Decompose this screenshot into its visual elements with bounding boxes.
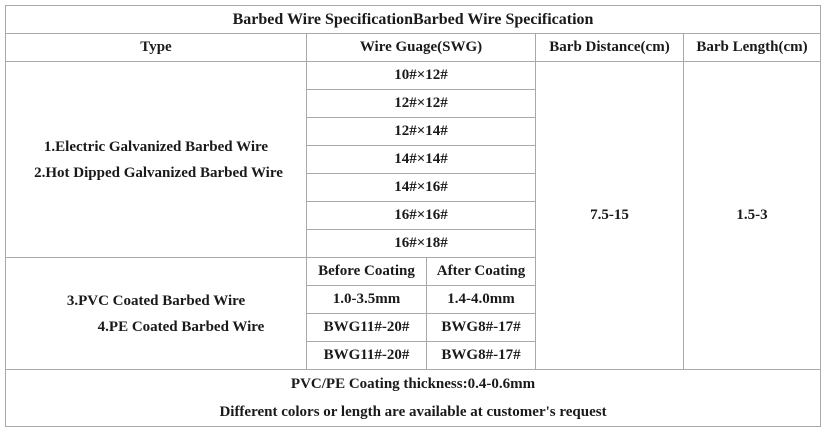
gauge-cell: 14#×16# <box>306 173 536 202</box>
gauge-cell: 12#×12# <box>306 89 536 118</box>
type-label: 3.PVC Coated Barbed Wire <box>66 292 246 309</box>
customization-note: Different colors or length are available… <box>219 404 607 420</box>
type-label: 4.PE Coated Barbed Wire <box>97 318 265 335</box>
table-row: 12#×12# <box>6 89 821 118</box>
type-label: 1.Electric Galvanized Barbed Wire <box>43 138 269 155</box>
subheader-after-coating: After Coating <box>426 257 536 286</box>
after-coating-cell: BWG8#-17# <box>426 313 536 342</box>
table-row: 16#×16# <box>6 201 821 230</box>
gauge-cell: 10#×12# <box>306 61 536 90</box>
barb-distance-value: 7.5-15 <box>535 61 684 370</box>
header-barb-distance: Barb Distance(cm) <box>535 33 684 62</box>
gauge-cell: 14#×14# <box>306 145 536 174</box>
barb-length-value: 1.5-3 <box>682 61 822 370</box>
barbed-wire-spec-table: Barbed Wire SpecificationBarbed Wire Spe… <box>4 5 822 427</box>
gauge-cell: 16#×16# <box>306 201 536 230</box>
header-wire-gauge: Wire Guage(SWG) <box>306 33 536 62</box>
before-coating-cell: BWG11#-20# <box>306 341 427 370</box>
before-coating-cell: 1.0-3.5mm <box>306 285 427 314</box>
gauge-cell: 16#×18# <box>306 229 536 258</box>
table-row: 1.0-3.5mm 1.4-4.0mm <box>6 285 821 314</box>
gauge-cell: 12#×14# <box>306 117 536 146</box>
header-type: Type <box>5 33 307 62</box>
title-row: Barbed Wire SpecificationBarbed Wire Spe… <box>4 5 822 34</box>
header-barb-length: Barb Length(cm) <box>682 33 822 62</box>
table-footer: PVC/PE Coating thickness:0.4-0.6mm Diffe… <box>4 369 822 427</box>
table-title: Barbed Wire SpecificationBarbed Wire Spe… <box>4 5 822 34</box>
table-row: 3.PVC Coated Barbed Wire 4.PE Coated Bar… <box>5 257 821 370</box>
after-coating-cell: BWG8#-17# <box>426 341 536 370</box>
after-coating-cell: 1.4-4.0mm <box>426 285 536 314</box>
table-row: 12#×14# <box>6 117 821 146</box>
type-label: 2.Hot Dipped Galvanized Barbed Wire <box>34 164 283 181</box>
header-row: Type Wire Guage(SWG) Barb Distance(cm) B… <box>5 33 822 62</box>
type-cell-coated: 3.PVC Coated Barbed Wire 4.PE Coated Bar… <box>5 257 307 370</box>
before-coating-cell: BWG11#-20# <box>306 313 427 342</box>
table-row: BWG11#-20# BWG8#-17# <box>6 341 821 370</box>
spec-table-container: Barbed Wire SpecificationBarbed Wire Spe… <box>4 5 822 427</box>
table-row: 16#×18# <box>6 229 821 258</box>
coating-thickness-note: PVC/PE Coating thickness:0.4-0.6mm <box>290 376 536 392</box>
subheader-before-coating: Before Coating <box>306 257 427 286</box>
table-row: 14#×16# <box>6 173 821 202</box>
table-row: 1.Electric Galvanized Barbed Wire 2.Hot … <box>5 61 822 370</box>
type-cell-galvanized: 1.Electric Galvanized Barbed Wire 2.Hot … <box>5 61 307 258</box>
footer-row: PVC/PE Coating thickness:0.4-0.6mm Diffe… <box>4 369 822 427</box>
